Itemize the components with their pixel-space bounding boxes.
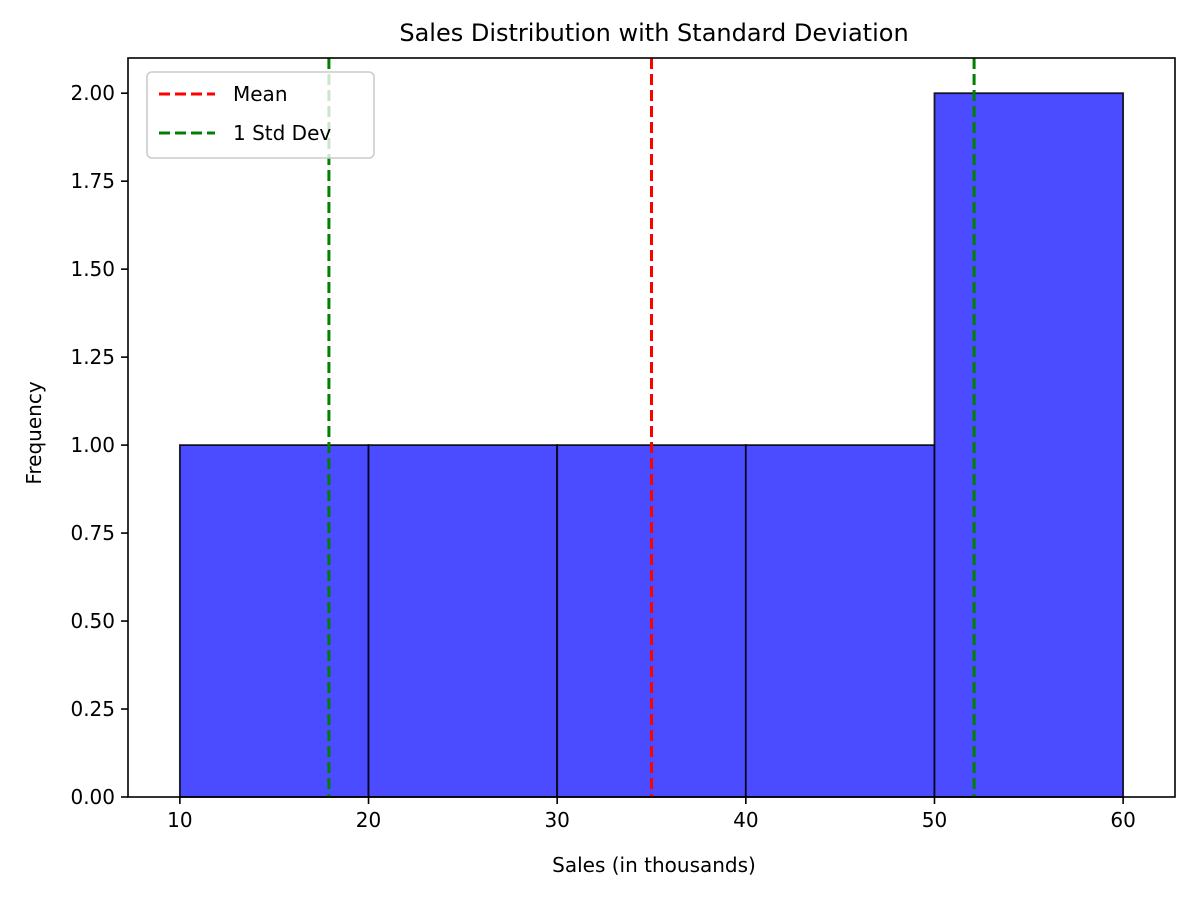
- histogram-bar-0: [178, 444, 370, 798]
- x-axis-label: Sales (in thousands): [552, 853, 756, 877]
- legend-box: [146, 71, 375, 159]
- y-axis-ticks: 0.00 0.25 0.50 0.75 1.00 1.25 1.50 1.75 2.00: [70, 81, 128, 809]
- chart-title: Sales Distribution with Standard Deviati…: [399, 19, 908, 47]
- x-tick-label: 50: [922, 808, 947, 832]
- y-tick-label: 2.00: [70, 81, 115, 105]
- y-axis-label: Frequency: [22, 381, 46, 484]
- x-axis-ticks: 10 20 30 40 50 60: [167, 797, 1136, 832]
- plot-frame: [127, 57, 1176, 798]
- y-tick-label: 1.50: [70, 257, 115, 281]
- histogram-bar-1: [367, 444, 559, 798]
- y-tick-label: 0.00: [70, 785, 115, 809]
- y-tick-label: 1.75: [70, 169, 115, 193]
- y-tick-label: 1.00: [70, 433, 115, 457]
- reference-lines-group: [327, 58, 976, 797]
- legend-mean-label: Mean: [233, 82, 288, 106]
- x-tick-label: 60: [1110, 808, 1135, 832]
- y-tick-label: 0.75: [70, 521, 115, 545]
- y-tick-label: 1.25: [70, 345, 115, 369]
- x-tick-label: 20: [356, 808, 381, 832]
- y-tick-label: 0.50: [70, 609, 115, 633]
- legend: Mean 1 Std Dev: [146, 71, 375, 159]
- x-tick-label: 40: [733, 808, 758, 832]
- histogram-bar-4: [933, 92, 1125, 798]
- x-tick-label: 30: [544, 808, 569, 832]
- legend-std-dev-label: 1 Std Dev: [233, 121, 331, 145]
- histogram-bar-3: [744, 444, 936, 798]
- y-tick-label: 0.25: [70, 697, 115, 721]
- x-tick-label: 10: [167, 808, 192, 832]
